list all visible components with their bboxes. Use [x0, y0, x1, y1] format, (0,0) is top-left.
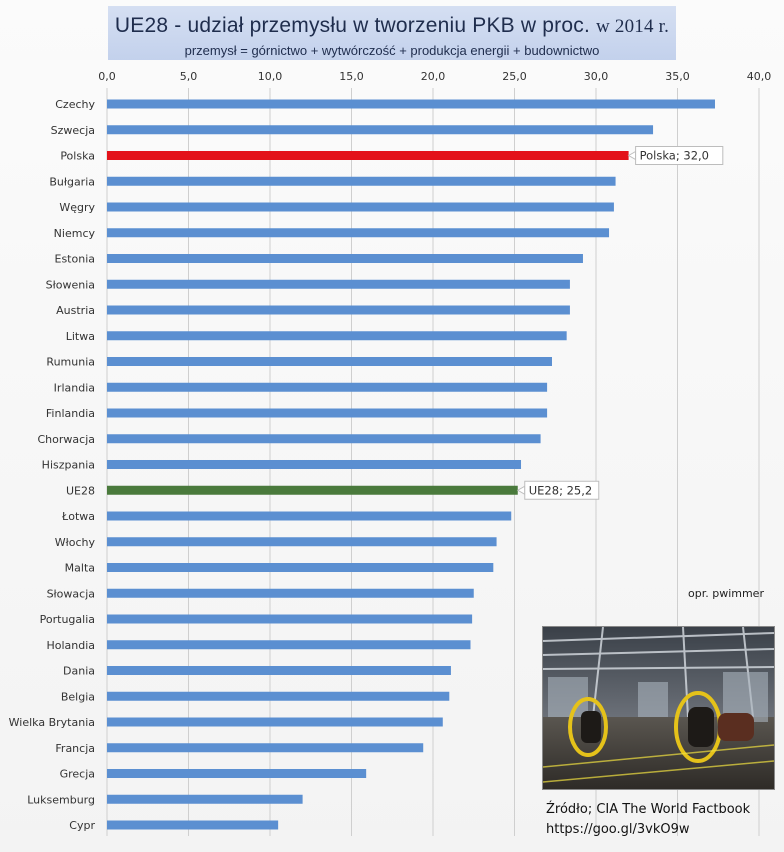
- category-label: Malta: [65, 562, 95, 575]
- category-label: Łotwa: [61, 510, 95, 523]
- category-label: Hiszpania: [42, 459, 95, 472]
- author-credit: opr. pwimmer: [688, 587, 764, 600]
- factory-photo: [542, 626, 775, 790]
- category-label: Cypr: [69, 819, 95, 832]
- annotation-box: [524, 480, 600, 500]
- chart-title-year: w 2014 r.: [596, 16, 670, 37]
- bar: [107, 382, 548, 392]
- bar: [107, 563, 494, 572]
- category-label: Belgia: [61, 690, 95, 703]
- source-line-1: Źródło; CIA The World Factbook: [546, 802, 751, 817]
- bar: [107, 99, 715, 109]
- bar: [107, 769, 367, 778]
- category-label: Chorwacja: [38, 433, 96, 446]
- category-label: Niemcy: [54, 227, 96, 240]
- category-label: Irlandia: [54, 381, 95, 394]
- chart-title-main: UE28 - udział przemysłu w tworzeniu PKB …: [114, 14, 590, 37]
- x-tick-label: 25,0: [502, 70, 527, 83]
- category-label: Grecja: [60, 768, 95, 781]
- bar: [107, 614, 473, 624]
- category-label: Holandia: [46, 639, 95, 652]
- category-label: UE28: [66, 484, 95, 497]
- bar: [107, 331, 567, 341]
- bar: [107, 434, 541, 444]
- bar: [107, 794, 303, 804]
- category-label: Wielka Brytania: [9, 716, 95, 729]
- annotation-pointer: [627, 150, 637, 161]
- bar: [107, 717, 443, 727]
- bar: [107, 279, 570, 289]
- x-tick-label: 20,0: [421, 70, 446, 83]
- category-label: Portugalia: [40, 613, 95, 626]
- category-label: Słowenia: [46, 278, 95, 291]
- bar: [107, 408, 548, 418]
- source-note: Źródło; CIA The World Factbook https://g…: [546, 800, 750, 840]
- bar: [107, 485, 518, 495]
- bar: [107, 254, 583, 263]
- bar: [107, 537, 497, 547]
- category-label: Szwecja: [51, 124, 95, 137]
- category-label: Włochy: [55, 536, 96, 549]
- bar: [107, 691, 450, 701]
- annotation-label: Polska; 32,0: [640, 149, 709, 163]
- bar: [107, 640, 471, 650]
- category-label: Luksemburg: [27, 793, 95, 806]
- bar: [107, 820, 279, 830]
- category-label: Francja: [55, 742, 95, 755]
- bar: [107, 151, 629, 160]
- x-tick-label: 40,0: [747, 70, 772, 83]
- category-label: Austria: [56, 304, 95, 317]
- category-label: Bułgaria: [49, 175, 95, 188]
- category-label: Estonia: [55, 253, 96, 266]
- bar: [107, 460, 522, 469]
- x-tick-label: 30,0: [584, 70, 609, 83]
- bar: [107, 228, 610, 238]
- category-label: Finlandia: [46, 407, 95, 420]
- x-tick-label: 5,0: [180, 70, 198, 83]
- category-label: Słowacja: [47, 587, 95, 600]
- category-label: Dania: [63, 665, 95, 678]
- bar: [107, 511, 512, 521]
- annotation-label: UE28; 25,2: [529, 483, 592, 497]
- chart-title: UE28 - udział przemysłu w tworzeniu PKB …: [108, 14, 676, 38]
- category-label: Węgry: [59, 201, 95, 214]
- x-tick-label: 15,0: [339, 70, 364, 83]
- bar: [107, 357, 552, 366]
- category-label: Litwa: [66, 330, 95, 343]
- annotation-box: [635, 146, 724, 165]
- x-tick-label: 35,0: [665, 70, 690, 83]
- chart-title-box: UE28 - udział przemysłu w tworzeniu PKB …: [108, 6, 676, 60]
- category-label: Rumunia: [46, 356, 95, 369]
- bar: [107, 125, 654, 135]
- bar: [107, 305, 570, 315]
- annotation-pointer: [516, 485, 526, 496]
- chart-subtitle: przemysł = górnictwo + wytwórczość + pro…: [184, 43, 600, 58]
- x-tick-label: 0,0: [98, 70, 116, 83]
- category-label: Polska: [60, 150, 95, 163]
- bar: [107, 743, 424, 753]
- x-tick-label: 10,0: [258, 70, 283, 83]
- source-line-2: https://goo.gl/3vkO9w: [546, 822, 690, 837]
- bar: [107, 588, 474, 598]
- bar: [107, 176, 616, 186]
- bar: [107, 666, 451, 675]
- bar: [107, 202, 614, 212]
- category-label: Czechy: [55, 98, 95, 111]
